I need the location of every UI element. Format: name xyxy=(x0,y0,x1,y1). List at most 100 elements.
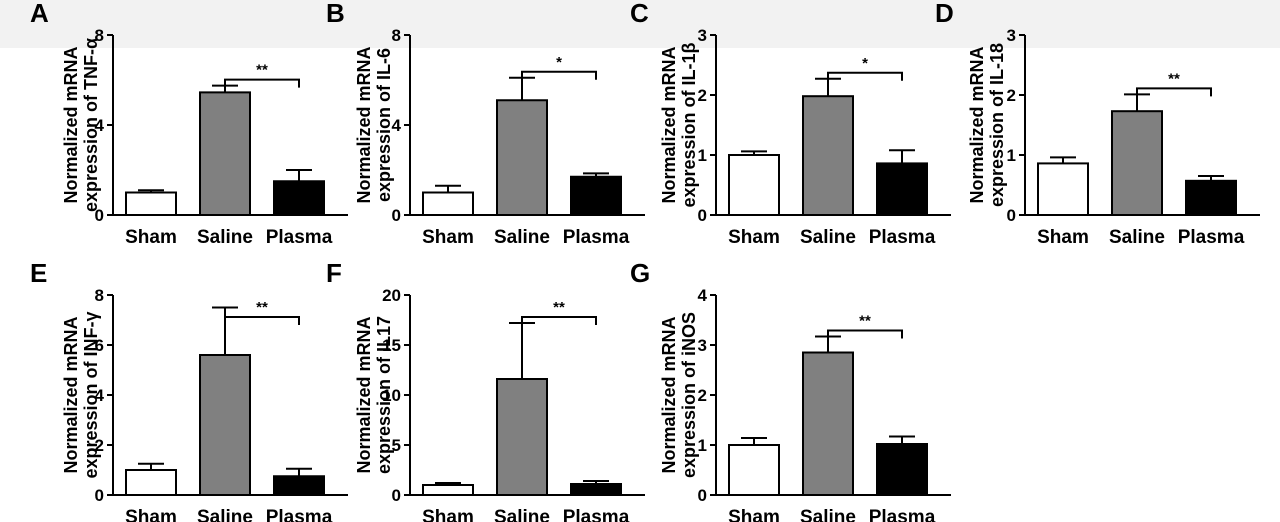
y-axis-label-line: Normalized mRNA xyxy=(61,316,81,473)
y-tick-label: 0 xyxy=(698,486,707,505)
category-label-saline: Saline xyxy=(494,227,550,248)
bar-sham xyxy=(422,191,474,216)
y-tick-label: 4 xyxy=(392,116,402,135)
panel-letter-d: D xyxy=(935,0,954,28)
y-axis-label-line: Normalized mRNA xyxy=(354,316,374,473)
y-axis-label-line: Normalized mRNA xyxy=(61,46,81,203)
category-label-sham: Sham xyxy=(1037,227,1089,248)
y-tick-label: 2 xyxy=(1007,86,1016,105)
panel-letter-b: B xyxy=(326,0,345,28)
y-tick-label: 0 xyxy=(1007,206,1016,225)
y-tick-label: 1 xyxy=(1007,146,1016,165)
bar-saline xyxy=(802,95,854,216)
bar-sham xyxy=(728,154,780,216)
significance-bracket-d xyxy=(1136,87,1212,97)
y-tick-label: 4 xyxy=(698,286,708,305)
bar-sham xyxy=(125,191,177,216)
y-tick-label: 0 xyxy=(95,486,104,505)
category-label-saline: Saline xyxy=(494,507,550,522)
bar-plasma xyxy=(570,175,622,216)
y-axis-label-line: Normalized mRNA xyxy=(967,46,987,203)
y-tick-label: 2 xyxy=(95,436,104,455)
bar-sham xyxy=(125,469,177,496)
y-tick-label: 10 xyxy=(382,386,401,405)
bar-plasma xyxy=(273,180,325,216)
significance-bracket-a xyxy=(224,78,300,88)
y-tick-label: 6 xyxy=(95,336,104,355)
significance-label-f: ** xyxy=(553,299,565,316)
panel-letter-c: C xyxy=(630,0,649,28)
category-label-plasma: Plasma xyxy=(1178,227,1245,248)
bar-saline xyxy=(199,91,251,216)
y-axis-label-line: Normalized mRNA xyxy=(354,46,374,203)
panel-letter-a: A xyxy=(30,0,49,28)
significance-label-a: ** xyxy=(256,62,268,79)
category-label-plasma: Plasma xyxy=(563,507,630,522)
significance-bracket-g xyxy=(827,329,903,339)
y-tick-label: 3 xyxy=(698,336,707,355)
y-tick-label: 0 xyxy=(95,206,104,225)
category-label-saline: Saline xyxy=(800,507,856,522)
y-tick-label: 1 xyxy=(698,436,707,455)
y-tick-label: 2 xyxy=(698,86,707,105)
panel-letter-g: G xyxy=(630,258,650,288)
top-band xyxy=(0,0,1280,48)
y-tick-label: 4 xyxy=(95,116,105,135)
y-axis-label-a: Normalized mRNAexpression of TNF-α xyxy=(61,38,101,212)
bar-sham xyxy=(728,444,780,496)
category-label-saline: Saline xyxy=(197,227,253,248)
y-axis-label-line: expression of iNOS xyxy=(679,312,699,478)
y-axis-label-line: expression of IL-18 xyxy=(987,43,1007,207)
y-axis-label-c: Normalized mRNAexpression of IL-1β xyxy=(659,42,699,207)
bar-plasma xyxy=(1185,179,1237,217)
y-axis-label-line: expression of IL-6 xyxy=(374,48,394,202)
y-tick-label: 8 xyxy=(95,286,104,305)
category-label-plasma: Plasma xyxy=(266,507,333,522)
y-axis-label-b: Normalized mRNAexpression of IL-6 xyxy=(354,46,394,203)
y-tick-label: 15 xyxy=(382,336,401,355)
category-label-sham: Sham xyxy=(125,507,177,522)
y-tick-label: 3 xyxy=(1007,26,1016,45)
bar-sham xyxy=(1037,162,1089,216)
y-tick-label: 8 xyxy=(95,26,104,45)
y-axis-label-line: expression of TNF-α xyxy=(81,38,101,212)
significance-label-c: * xyxy=(862,55,868,72)
panel-letter-e: E xyxy=(30,258,47,288)
y-tick-label: 0 xyxy=(392,206,401,225)
significance-label-b: * xyxy=(556,54,562,71)
y-tick-label: 8 xyxy=(392,26,401,45)
y-axis-label-line: Normalized mRNA xyxy=(659,46,679,203)
significance-bracket-b xyxy=(521,70,597,80)
category-label-sham: Sham xyxy=(125,227,177,248)
y-tick-label: 4 xyxy=(95,386,105,405)
category-label-sham: Sham xyxy=(728,507,780,522)
y-tick-label: 20 xyxy=(382,286,401,305)
y-axis-label-f: Normalized mRNAexpression of IL17 xyxy=(354,316,394,474)
category-label-plasma: Plasma xyxy=(869,507,936,522)
y-axis-label-g: Normalized mRNAexpression of iNOS xyxy=(659,312,699,478)
category-label-sham: Sham xyxy=(422,507,474,522)
significance-bracket-e xyxy=(224,316,300,325)
y-axis-label-line: expression of IL-1β xyxy=(679,42,699,207)
bar-saline xyxy=(802,351,854,496)
y-axis-label-line: expression of INF-γ xyxy=(81,311,101,478)
bar-plasma xyxy=(876,443,928,496)
panel-letter-f: F xyxy=(326,258,342,288)
bar-saline xyxy=(496,378,548,496)
significance-label-d: ** xyxy=(1168,70,1180,87)
y-axis-label-e: Normalized mRNAexpression of INF-γ xyxy=(61,311,101,478)
category-label-saline: Saline xyxy=(1109,227,1165,248)
category-label-sham: Sham xyxy=(728,227,780,248)
category-label-plasma: Plasma xyxy=(563,227,630,248)
y-tick-label: 2 xyxy=(698,386,707,405)
bar-saline xyxy=(199,354,251,496)
category-label-saline: Saline xyxy=(800,227,856,248)
bar-saline xyxy=(496,99,548,216)
bar-plasma xyxy=(570,483,622,496)
bar-sham xyxy=(422,484,474,496)
significance-bracket-f xyxy=(521,316,597,325)
bar-plasma xyxy=(273,475,325,496)
y-tick-label: 3 xyxy=(698,26,707,45)
